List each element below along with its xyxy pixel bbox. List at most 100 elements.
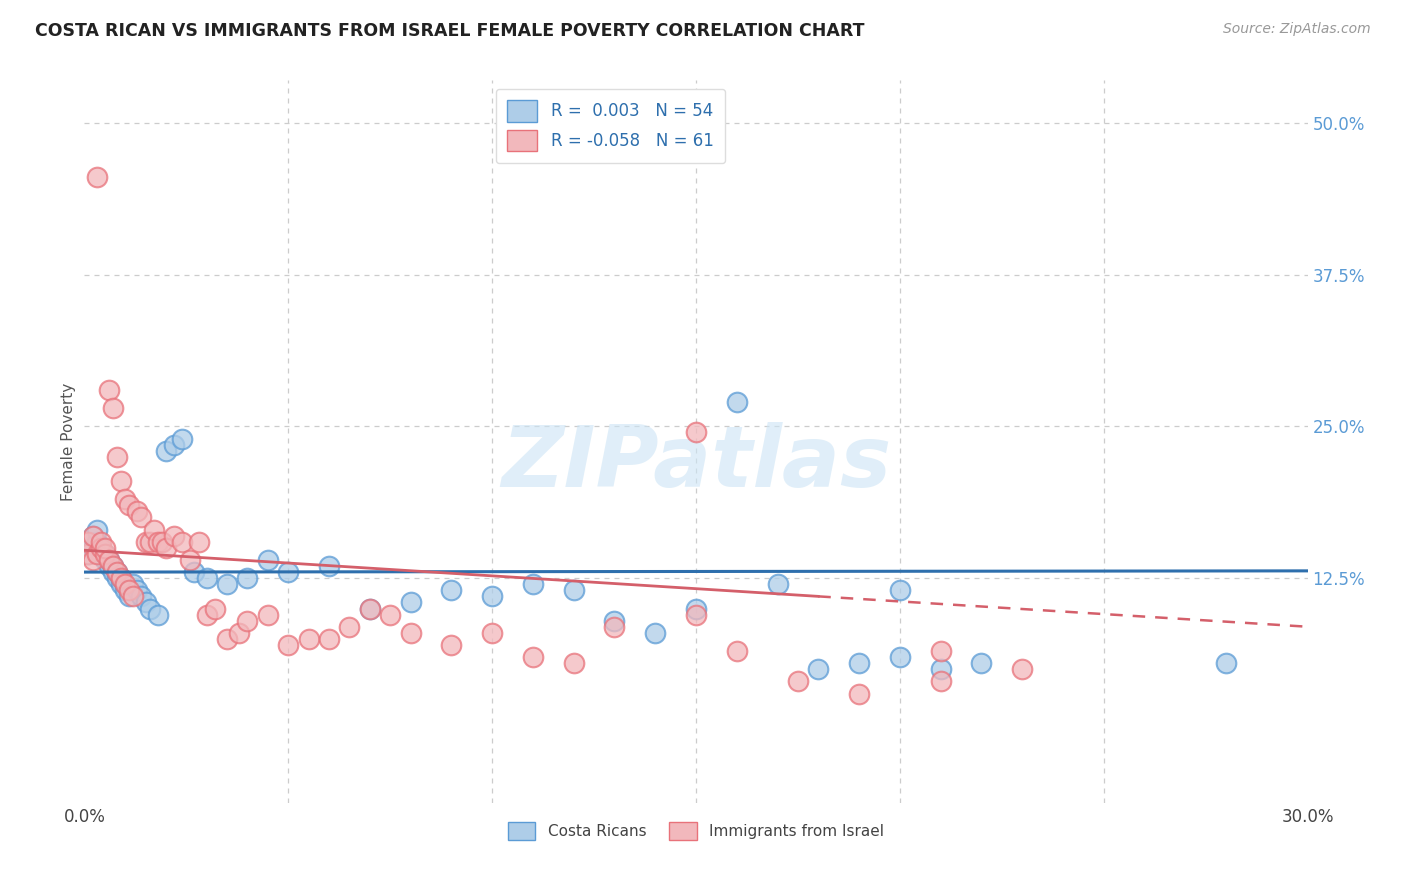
Point <box>725 644 748 658</box>
Point <box>685 601 707 615</box>
Point <box>101 401 124 416</box>
Point <box>603 614 626 628</box>
Point <box>172 432 194 446</box>
Point <box>110 571 132 585</box>
Point <box>110 577 132 591</box>
Point <box>848 686 870 700</box>
Point <box>440 638 463 652</box>
Point <box>86 534 108 549</box>
Point <box>97 553 120 567</box>
Point <box>644 625 666 640</box>
Point <box>110 571 132 585</box>
Point <box>277 638 299 652</box>
Y-axis label: Female Poverty: Female Poverty <box>60 383 76 500</box>
Point <box>82 541 104 555</box>
Point <box>86 547 108 561</box>
Point <box>93 547 115 561</box>
Point <box>90 547 112 561</box>
Point <box>339 620 361 634</box>
Point <box>318 632 340 646</box>
Point <box>183 565 205 579</box>
Point <box>172 534 194 549</box>
Point <box>1011 662 1033 676</box>
Point <box>155 541 177 555</box>
Point <box>82 553 104 567</box>
Point <box>481 625 503 640</box>
Point <box>118 590 141 604</box>
Point <box>114 577 136 591</box>
Point <box>86 170 108 185</box>
Point <box>97 383 120 397</box>
Point <box>277 565 299 579</box>
Point <box>97 559 120 574</box>
Point <box>86 523 108 537</box>
Point <box>187 534 209 549</box>
Point <box>787 674 810 689</box>
Point <box>725 395 748 409</box>
Point <box>127 583 149 598</box>
Point <box>114 577 136 591</box>
Point <box>101 559 124 574</box>
Point <box>127 504 149 518</box>
Point <box>522 650 544 665</box>
Point <box>228 625 250 640</box>
Point <box>122 590 145 604</box>
Point <box>481 590 503 604</box>
Point <box>82 529 104 543</box>
Point <box>150 534 173 549</box>
Point <box>163 437 186 451</box>
Point <box>90 541 112 555</box>
Point <box>135 595 157 609</box>
Point <box>929 674 952 689</box>
Point <box>77 547 100 561</box>
Point <box>105 565 128 579</box>
Point <box>101 565 124 579</box>
Point <box>77 534 100 549</box>
Point <box>138 534 160 549</box>
Text: COSTA RICAN VS IMMIGRANTS FROM ISRAEL FEMALE POVERTY CORRELATION CHART: COSTA RICAN VS IMMIGRANTS FROM ISRAEL FE… <box>35 22 865 40</box>
Point <box>90 541 112 555</box>
Point <box>90 534 112 549</box>
Point <box>118 498 141 512</box>
Point <box>399 625 422 640</box>
Point <box>318 559 340 574</box>
Point <box>562 656 585 670</box>
Point <box>138 601 160 615</box>
Point <box>217 577 239 591</box>
Point <box>82 529 104 543</box>
Point <box>766 577 789 591</box>
Point <box>146 607 169 622</box>
Point <box>359 601 381 615</box>
Point <box>195 607 218 622</box>
Text: ZIPatlas: ZIPatlas <box>501 422 891 505</box>
Point <box>257 607 280 622</box>
Point <box>848 656 870 670</box>
Point <box>131 590 153 604</box>
Point <box>105 450 128 464</box>
Point <box>101 559 124 574</box>
Point <box>236 614 259 628</box>
Point <box>195 571 218 585</box>
Point <box>522 577 544 591</box>
Point <box>380 607 402 622</box>
Point <box>1215 656 1237 670</box>
Point <box>77 547 100 561</box>
Point <box>142 523 165 537</box>
Point <box>114 492 136 507</box>
Point <box>179 553 201 567</box>
Point <box>93 553 115 567</box>
Point <box>257 553 280 567</box>
Legend: Costa Ricans, Immigrants from Israel: Costa Ricans, Immigrants from Israel <box>502 816 890 846</box>
Point <box>110 474 132 488</box>
Text: Source: ZipAtlas.com: Source: ZipAtlas.com <box>1223 22 1371 37</box>
Point <box>889 583 911 598</box>
Point <box>131 510 153 524</box>
Point <box>163 529 186 543</box>
Point <box>929 644 952 658</box>
Point <box>889 650 911 665</box>
Point <box>105 565 128 579</box>
Point <box>399 595 422 609</box>
Point <box>359 601 381 615</box>
Point <box>114 583 136 598</box>
Point <box>807 662 830 676</box>
